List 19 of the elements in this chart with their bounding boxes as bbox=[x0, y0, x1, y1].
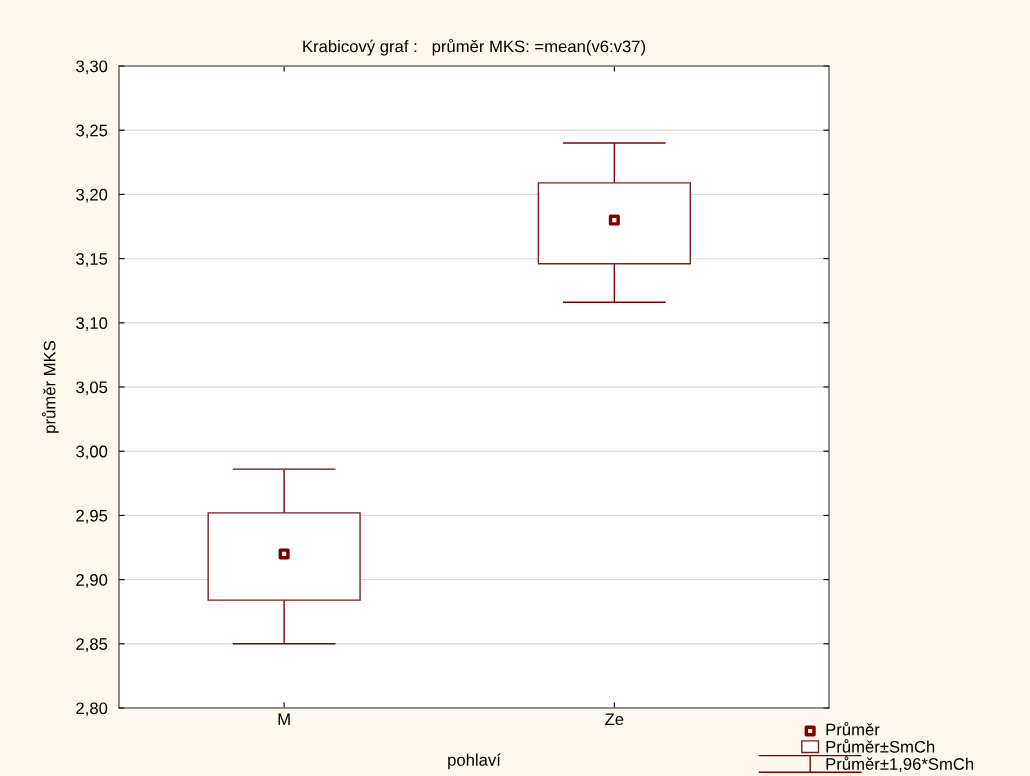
chart-title: Krabicový graf : průměr MKS: =mean(v6:v37) bbox=[303, 38, 646, 56]
x-axis-title: pohlaví bbox=[448, 753, 501, 770]
legend-label: Průměr±SmCh bbox=[826, 739, 935, 753]
text: Průměr±1,96*SmCh bbox=[826, 756, 974, 772]
y-tick-label: 2,80 bbox=[76, 702, 108, 717]
y-tick-label: 2,90 bbox=[76, 574, 108, 588]
x-tick-label: M bbox=[278, 713, 290, 725]
y-tick-label: 3,00 bbox=[76, 445, 108, 460]
y-axis-title: průměr MKS bbox=[41, 340, 59, 433]
y-tick-label: 2,85 bbox=[76, 638, 108, 652]
y-tick-label: 3,15 bbox=[76, 253, 108, 267]
x-tick-label: Ze bbox=[605, 713, 624, 726]
y-tick-label: 3,30 bbox=[76, 60, 108, 75]
y-tick-label: 3,10 bbox=[76, 317, 108, 331]
y-tick-label: 2,95 bbox=[76, 509, 108, 524]
y-tick-label: 3,20 bbox=[76, 188, 108, 203]
legend-label: Průměr bbox=[826, 721, 880, 736]
y-tick-label: 3,25 bbox=[76, 124, 108, 139]
y-tick-label: 3,05 bbox=[76, 381, 108, 396]
